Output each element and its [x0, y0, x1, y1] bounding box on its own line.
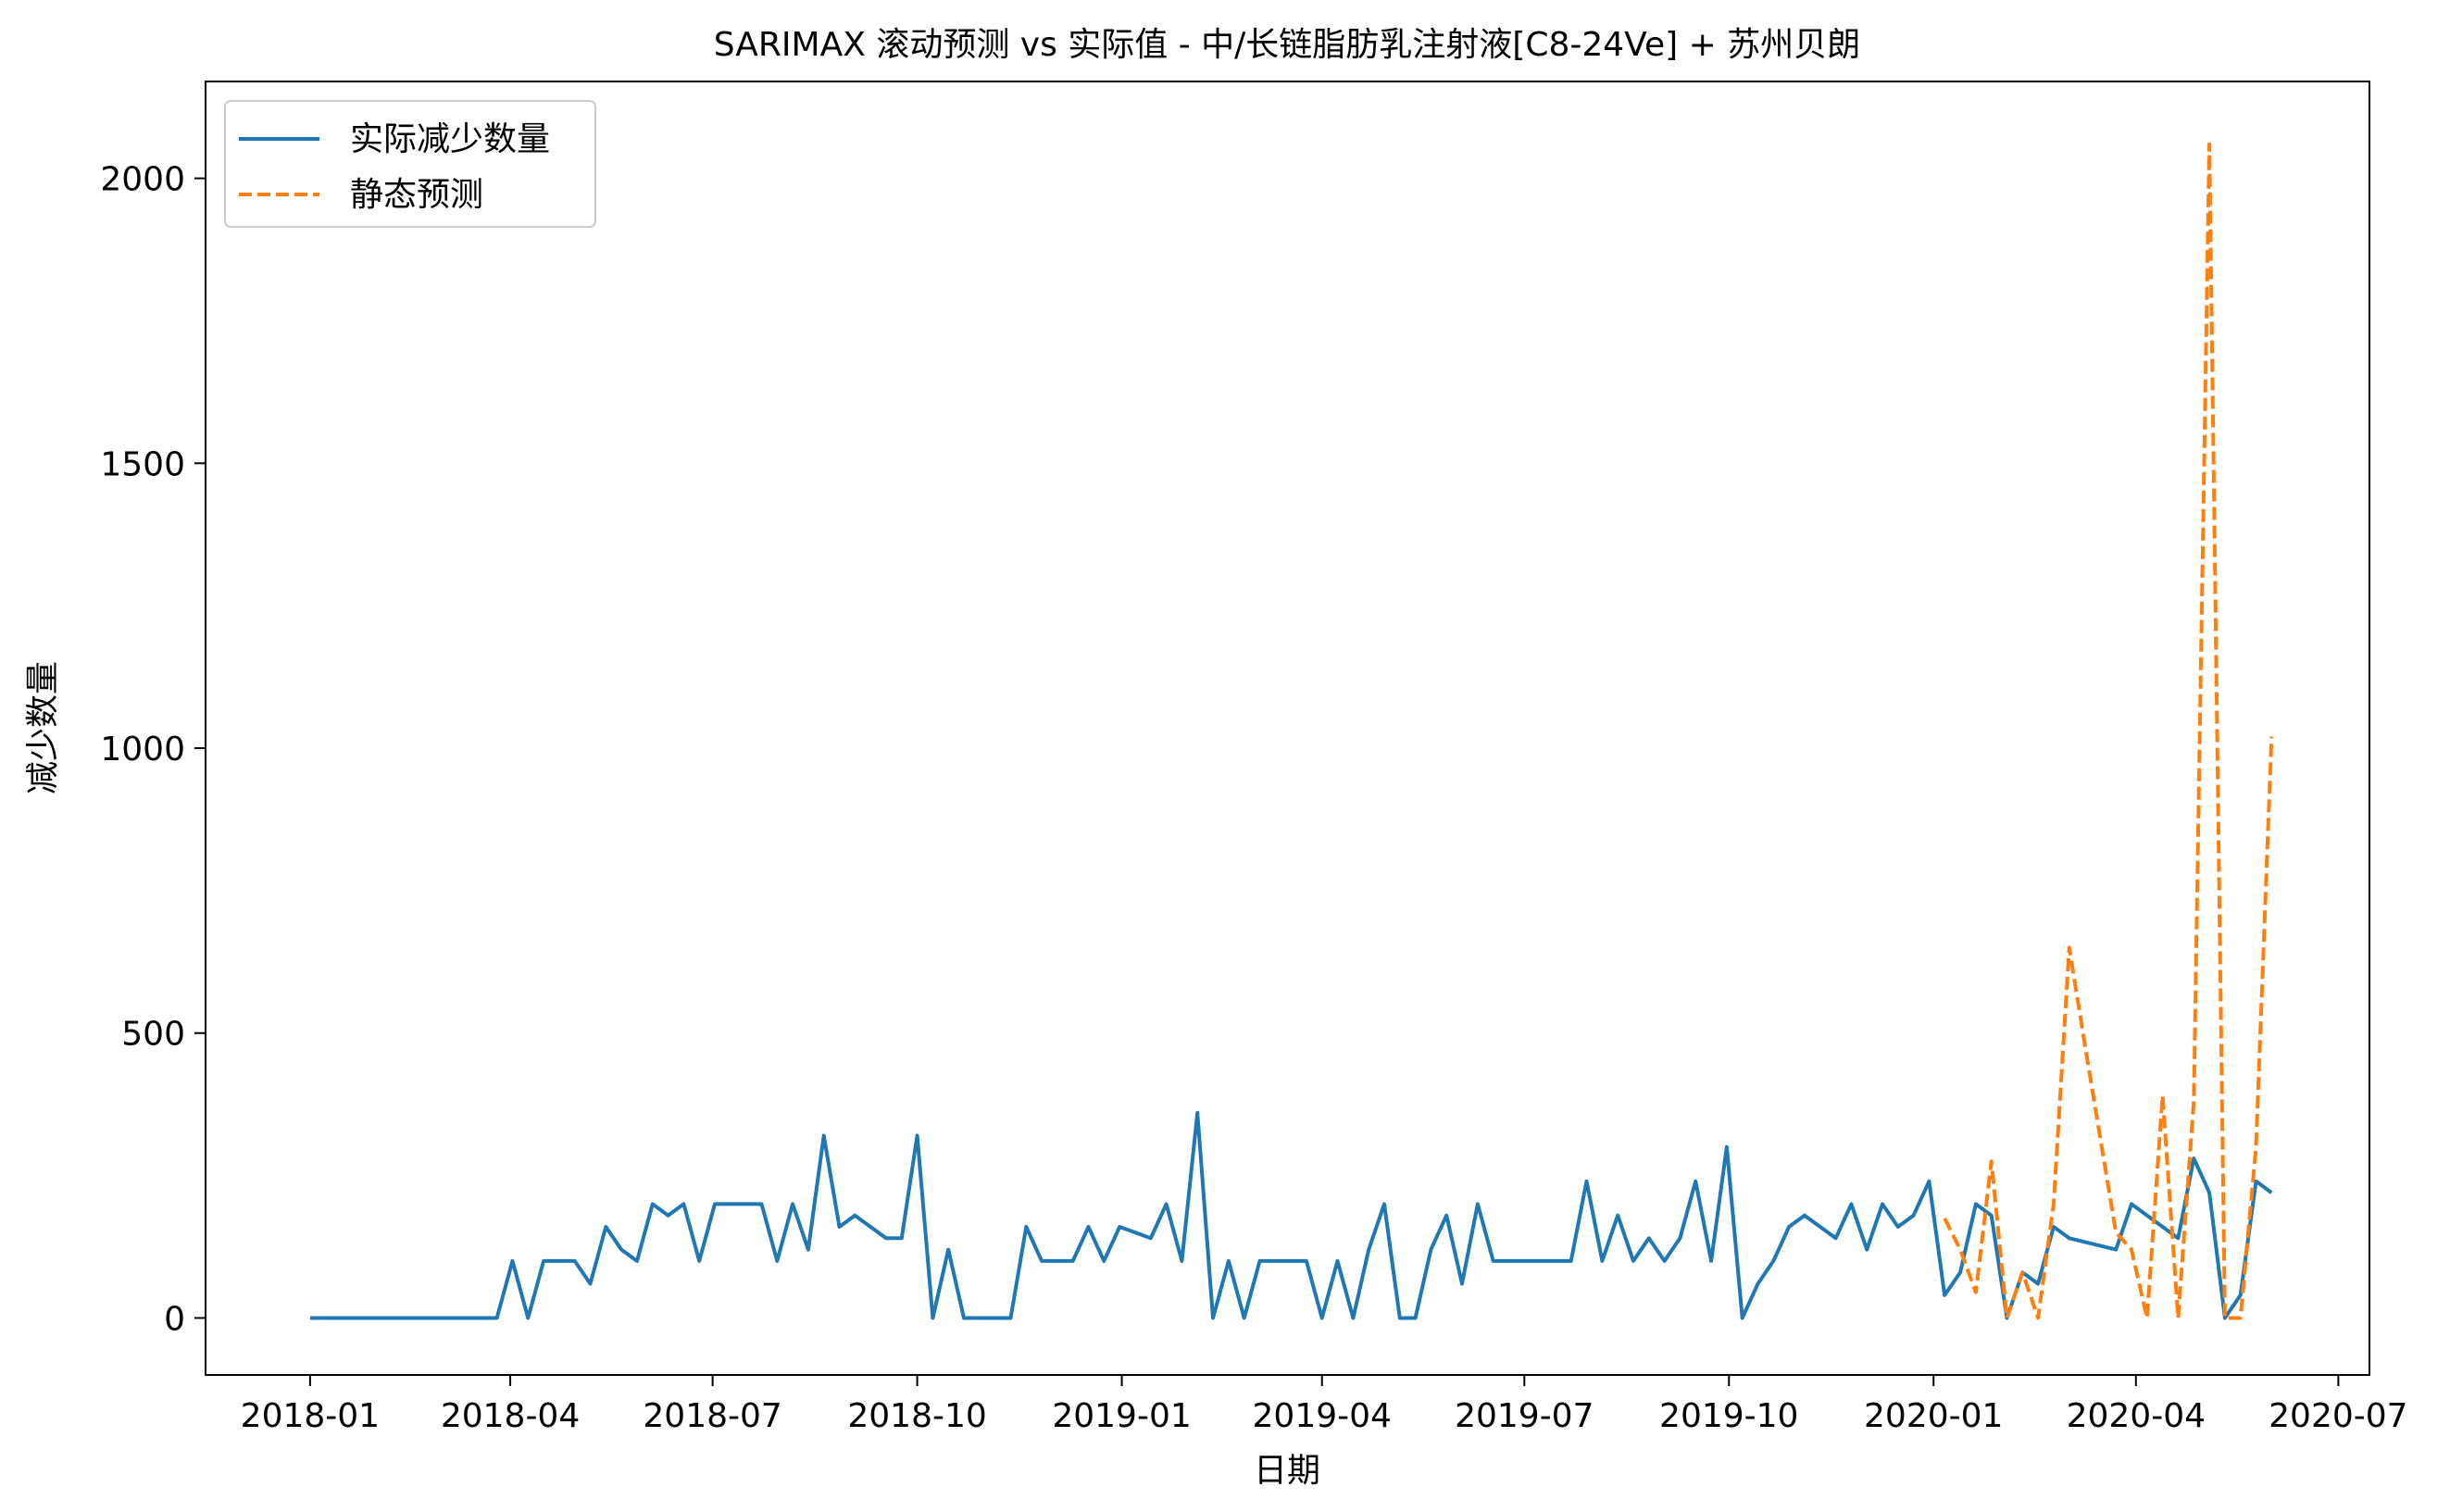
x-tick-label: 2018-04	[441, 1397, 580, 1435]
legend-label-1: 实际减少数量	[350, 120, 550, 158]
y-axis-label: 减少数量	[24, 661, 62, 794]
x-tick-label: 2019-07	[1455, 1397, 1594, 1435]
x-tick-label: 2020-07	[2269, 1397, 2407, 1435]
x-tick-label: 2018-01	[241, 1397, 380, 1435]
plot-frame	[205, 81, 2370, 1376]
y-tick-label: 500	[121, 1016, 185, 1054]
y-tick-label: 0	[164, 1300, 185, 1338]
x-axis-label: 日期	[1254, 1452, 1320, 1490]
x-tick-label: 2018-07	[643, 1397, 781, 1435]
x-tick-label: 2019-01	[1052, 1397, 1191, 1435]
y-tick-label: 1500	[100, 445, 185, 483]
x-tick-label: 2020-01	[1864, 1397, 2003, 1435]
x-tick-label: 2019-04	[1253, 1397, 1392, 1435]
plot-area	[309, 142, 2274, 1320]
x-tick-label: 2018-10	[847, 1397, 986, 1435]
y-tick-label: 2000	[100, 161, 185, 199]
y-axis: 0 500 1000 1500 2000	[100, 161, 206, 1338]
x-axis: 2018-01 2018-04 2018-07 2018-10 2019-01 2019-…	[241, 1375, 2408, 1435]
chart-title: SARIMAX 滚动预测 vs 实际值 - 中/长链脂肪乳注射液[C8-24Ve…	[714, 26, 1861, 64]
series-line-2	[1943, 142, 2274, 1320]
legend-label-2: 静态预测	[350, 176, 483, 214]
x-tick-label: 2020-04	[2067, 1397, 2206, 1435]
x-tick-label: 2019-10	[1659, 1397, 1798, 1435]
y-tick-label: 1000	[100, 731, 185, 768]
series-line-1	[309, 1110, 2273, 1320]
